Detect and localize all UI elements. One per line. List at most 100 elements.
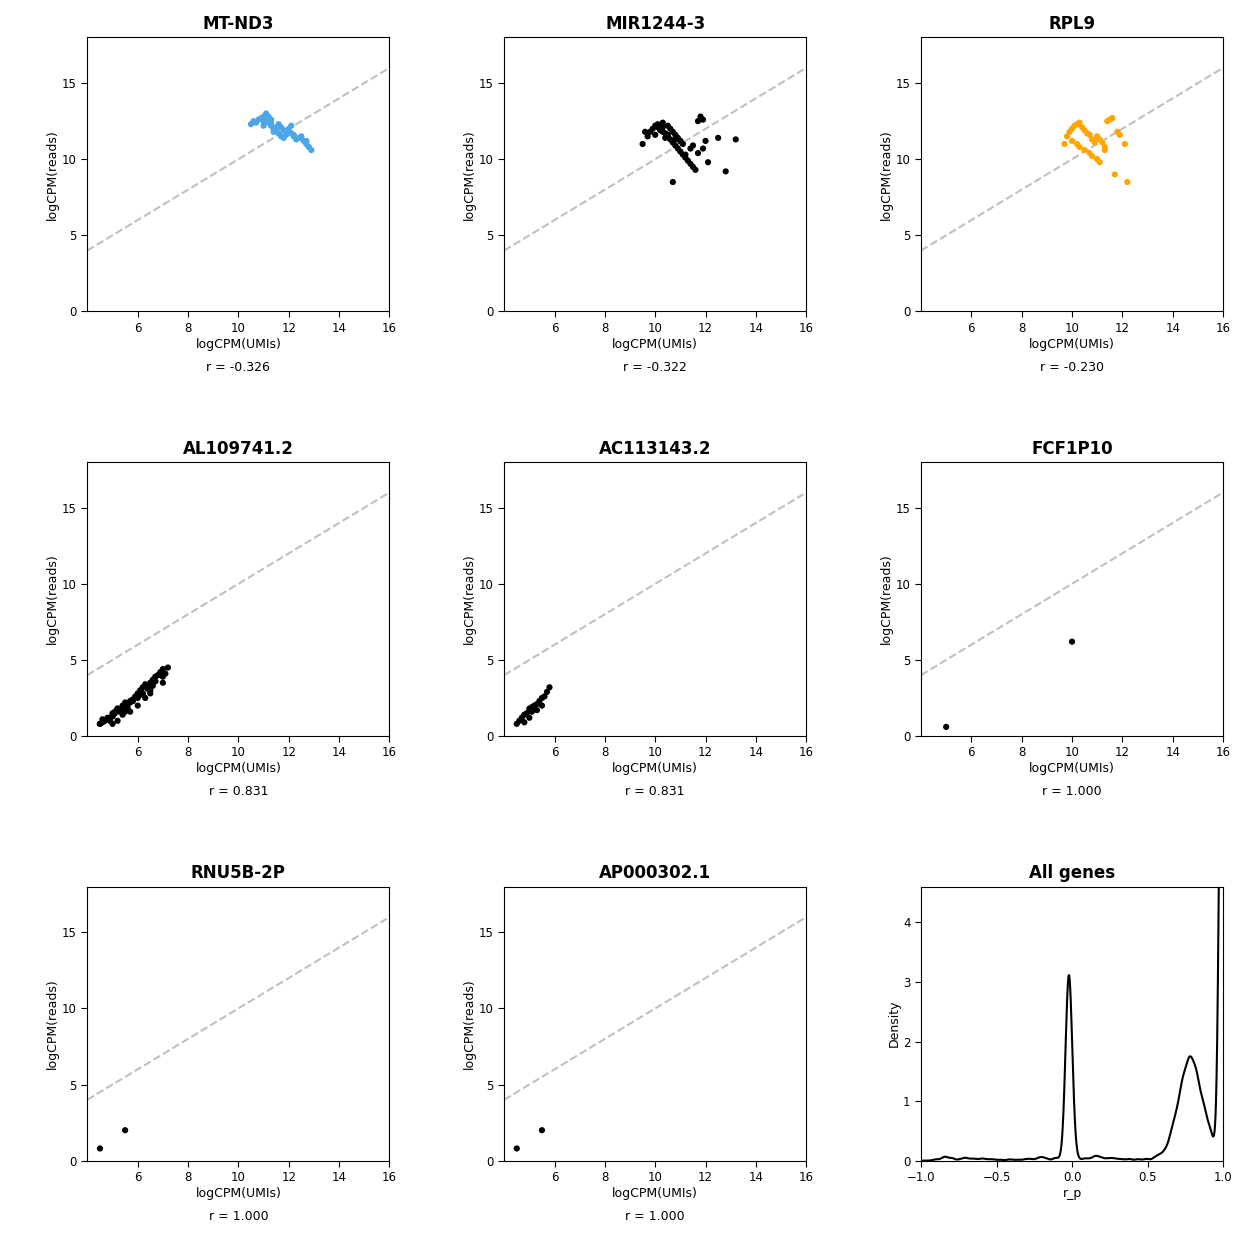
Point [132,678,152,698]
Point [253,111,273,131]
Title: AC113143.2: AC113143.2 [599,439,711,458]
Point [693,139,713,158]
Point [278,122,298,142]
Point [95,711,115,731]
Point [253,116,273,136]
Point [291,127,311,147]
Point [663,132,683,152]
Point [90,714,110,734]
Point [92,709,112,729]
Point [509,711,529,731]
Y-axis label: logCPM(reads): logCPM(reads) [46,978,60,1070]
Y-axis label: Density: Density [887,1000,900,1047]
Y-axis label: logCPM(reads): logCPM(reads) [46,554,60,644]
Point [115,698,135,718]
Point [110,700,130,720]
Point [115,1121,135,1141]
Point [708,127,728,147]
Point [532,688,552,708]
Point [263,122,283,142]
Point [140,680,160,700]
Point [156,664,176,684]
Point [658,125,678,145]
Title: AL109741.2: AL109741.2 [183,439,293,458]
Point [120,691,140,711]
Point [1117,172,1137,192]
Point [512,708,532,728]
Point [127,695,147,715]
Point [286,130,306,150]
Point [100,708,120,728]
Title: FCF1P10: FCF1P10 [1031,439,1113,458]
Point [127,688,147,708]
Point [266,119,286,139]
Point [107,699,127,719]
Point [105,703,125,723]
Point [529,691,549,711]
Text: r = -0.322: r = -0.322 [623,361,688,373]
Point [539,678,559,698]
Point [102,714,122,734]
Title: MIR1244-3: MIR1244-3 [605,15,705,34]
Text: r = 1.000: r = 1.000 [208,1211,268,1223]
Point [514,713,534,733]
Point [278,119,298,139]
Point [678,151,698,171]
Point [715,161,735,181]
Point [1075,120,1094,140]
Point [266,117,286,137]
Point [246,112,266,132]
X-axis label: logCPM(UMIs): logCPM(UMIs) [613,1187,698,1199]
X-axis label: logCPM(UMIs): logCPM(UMIs) [1030,338,1114,351]
Point [670,131,690,151]
Point [640,122,660,142]
Point [1082,146,1102,166]
Point [1109,125,1129,145]
Point [145,671,165,691]
Point [653,122,673,142]
Y-axis label: logCPM(reads): logCPM(reads) [463,978,475,1070]
Point [258,106,278,126]
Point [668,127,688,147]
Point [150,665,170,685]
Point [519,708,539,728]
Point [655,124,675,144]
Point [1114,134,1134,154]
X-axis label: logCPM(UMIs): logCPM(UMIs) [1030,763,1114,775]
Point [132,684,152,704]
Title: All genes: All genes [1028,865,1114,882]
Point [283,126,303,146]
Point [1082,130,1102,150]
X-axis label: logCPM(UMIs): logCPM(UMIs) [196,763,281,775]
Point [107,699,127,719]
Point [117,698,137,718]
Point [670,131,690,151]
Point [145,671,165,691]
Point [663,172,683,192]
Point [120,701,140,721]
Point [97,709,117,729]
Point [122,689,142,709]
Point [266,120,286,140]
Point [130,680,150,700]
Point [147,665,167,685]
Point [675,145,695,165]
Point [107,711,127,731]
Text: r = 1.000: r = 1.000 [1042,785,1102,799]
Point [1070,137,1090,157]
Point [258,110,278,130]
Point [135,674,155,694]
Point [90,714,110,734]
Point [1094,140,1114,160]
Point [127,686,147,706]
Point [695,131,715,151]
Point [638,126,658,146]
Point [298,137,318,157]
Point [90,1138,110,1158]
Point [132,684,152,704]
Point [261,116,281,136]
Point [663,122,683,142]
Point [263,119,283,139]
Point [1080,125,1099,145]
Point [145,666,165,686]
